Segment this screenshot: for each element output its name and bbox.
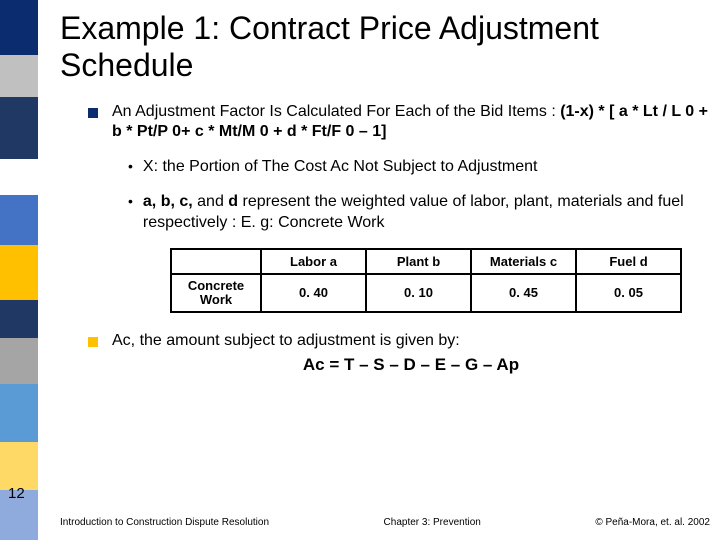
table-header: Labor a [261,249,366,274]
footer-left: Introduction to Construction Dispute Res… [60,517,269,528]
footer: Introduction to Construction Dispute Res… [60,517,710,528]
table-header [171,249,261,274]
footer-center: Chapter 3: Prevention [384,517,481,528]
sidebar-block [0,300,38,338]
bullet-ac: Ac, the amount subject to adjustment is … [60,331,710,376]
sidebar-stripe [0,0,38,540]
bullet-dot-icon: • [128,158,133,174]
sub-bullet-1-text: X: the Portion of The Cost Ac Not Subjec… [143,157,538,178]
bullet-main-text: An Adjustment Factor Is Calculated For E… [112,102,710,144]
weights-table: Labor aPlant bMaterials cFuel d ConcreteW… [170,248,682,314]
sidebar-block [0,338,38,384]
bullet-ac-text: Ac, the amount subject to adjustment is … [112,331,710,376]
sub-bullet-1: • X: the Portion of The Cost Ac Not Subj… [60,157,710,178]
ac-formula: Ac = T – S – D – E – G – Ap [112,354,710,376]
slide-number: 12 [8,485,25,502]
sidebar-block [0,384,38,442]
bullet-dot-icon: • [128,193,133,209]
slide-content: Example 1: Contract Price Adjustment Sch… [60,10,710,390]
table-header: Fuel d [576,249,681,274]
sidebar-block [0,195,38,245]
table-header: Materials c [471,249,576,274]
sidebar-block [0,97,38,159]
table-cell: 0. 05 [576,274,681,313]
sub-bullet-2: • a, b, c, and d represent the weighted … [60,192,710,234]
table-row-label: ConcreteWork [171,274,261,313]
sidebar-block [0,0,38,55]
ac-intro: Ac, the amount subject to adjustment is … [112,332,460,349]
sidebar-block [0,442,38,490]
footer-right: © Peña-Mora, et. al. 2002 [595,517,710,528]
sidebar-block [0,245,38,300]
bullet-square-icon [88,108,98,118]
slide-title: Example 1: Contract Price Adjustment Sch… [60,10,710,84]
table-cell: 0. 10 [366,274,471,313]
table-cell: 0. 40 [261,274,366,313]
sub-bullet-2-text: a, b, c, and d represent the weighted va… [143,192,710,234]
bullet-square-icon [88,337,98,347]
sidebar-block [0,159,38,195]
sidebar-block [0,55,38,97]
table-header: Plant b [366,249,471,274]
bullet-main: An Adjustment Factor Is Calculated For E… [60,102,710,144]
table-cell: 0. 45 [471,274,576,313]
